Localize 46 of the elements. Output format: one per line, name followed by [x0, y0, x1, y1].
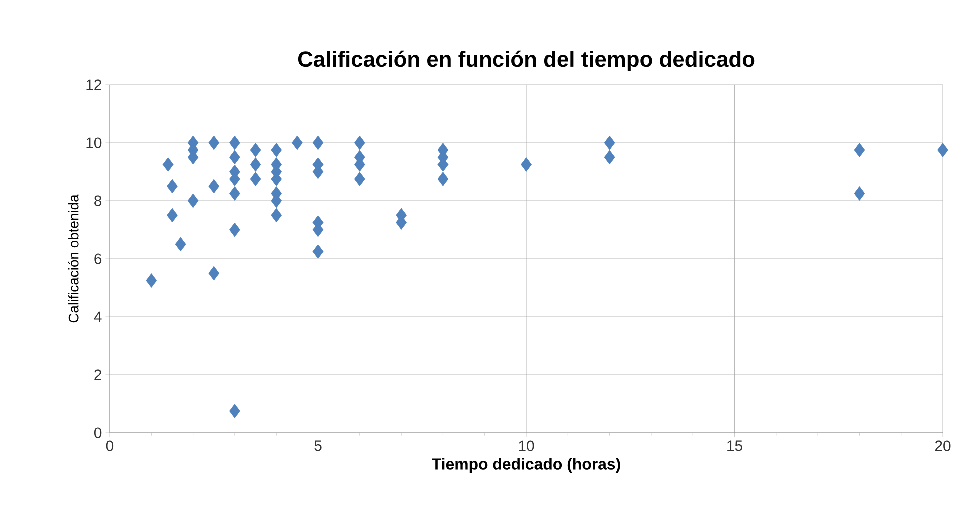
x-tick-label: 15: [728, 440, 742, 452]
x-tick-label: 20: [935, 440, 951, 452]
point: [250, 143, 262, 158]
point: [208, 179, 220, 194]
y-tick-label: 4: [94, 312, 102, 322]
point: [854, 143, 866, 158]
point: [250, 172, 262, 186]
point: [208, 266, 220, 281]
point: [230, 404, 240, 418]
chart-title: Calificación en función del tiempo dedicado: [298, 50, 755, 72]
y-tick-label: 10: [86, 138, 102, 148]
x-tick-label: 10: [519, 440, 534, 452]
point: [230, 186, 240, 201]
point: [521, 158, 532, 172]
y-tick-label: 0: [94, 428, 102, 438]
point: [167, 208, 178, 223]
point: [146, 274, 158, 288]
point: [271, 208, 282, 223]
y-tick-label: 12: [86, 80, 102, 90]
point: [938, 143, 948, 158]
point: [162, 158, 174, 172]
point: [354, 172, 366, 186]
point: [438, 172, 449, 186]
point: [312, 244, 324, 259]
point: [604, 136, 616, 150]
y-tick-label: 6: [94, 254, 102, 264]
y-axis-title: Calificación obtenida: [68, 194, 79, 323]
x-axis-title: Tiempo dedicado (horas): [432, 458, 620, 474]
point: [230, 136, 240, 150]
point: [230, 222, 240, 238]
point: [208, 136, 220, 150]
point: [354, 136, 366, 150]
y-tick-label: 8: [94, 196, 102, 206]
point: [188, 194, 199, 208]
x-tick-label: 0: [106, 440, 114, 452]
point: [604, 150, 616, 165]
point: [292, 136, 303, 150]
point: [167, 179, 178, 194]
point: [312, 136, 324, 150]
point: [271, 143, 282, 158]
point: [250, 158, 262, 172]
point: [230, 150, 240, 165]
x-tick-label: 5: [314, 440, 322, 452]
y-tick-label: 2: [94, 370, 102, 380]
point: [854, 186, 866, 201]
point: [175, 237, 186, 252]
